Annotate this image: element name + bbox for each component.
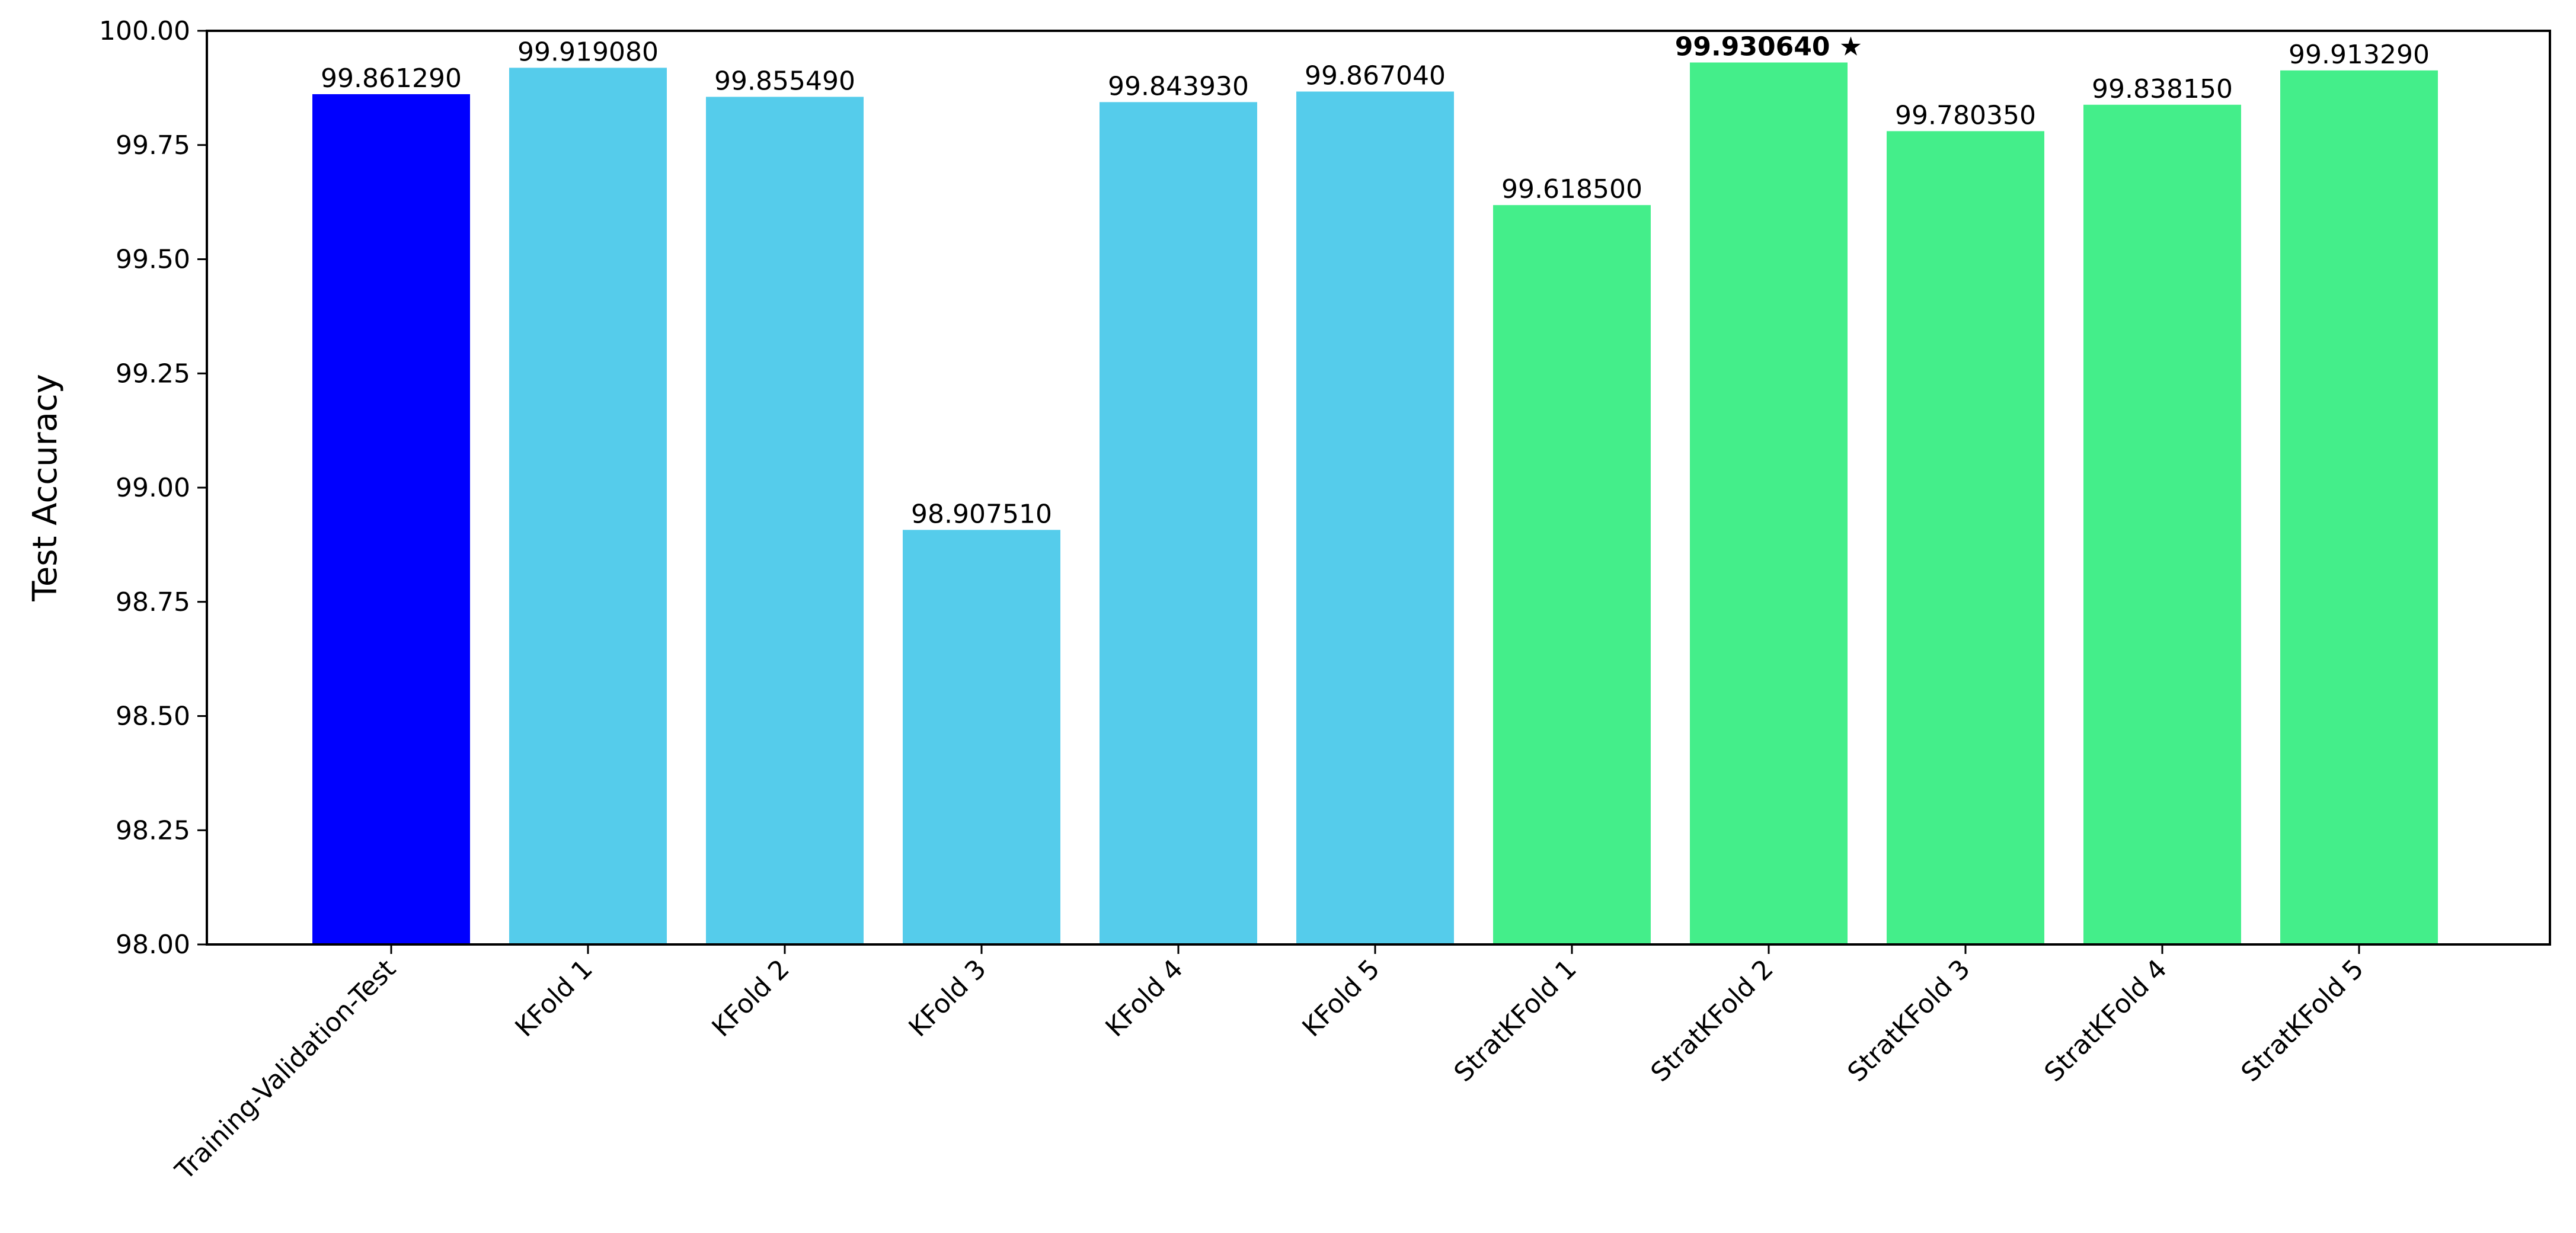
data-label-1: 99.919080 [517, 37, 659, 67]
bar-1 [509, 68, 667, 945]
y-tick-label-2: 98.50 [116, 702, 190, 732]
y-tick-label-4: 99.00 [116, 473, 190, 503]
y-tick-label-5: 99.25 [116, 358, 190, 389]
data-label-5: 99.867040 [1305, 61, 1446, 91]
y-axis-title: Test Accuracy [26, 374, 65, 602]
x-tick-label-6: StratKFold 1 [1448, 954, 1582, 1088]
bar-9 [2083, 104, 2241, 944]
x-tick-label-2: KFold 2 [706, 954, 795, 1043]
x-tick-label-1: KFold 1 [509, 954, 598, 1043]
y-tick-label-8: 100.00 [99, 16, 190, 46]
data-label-0: 99.861290 [321, 63, 462, 94]
data-label-3: 98.907510 [911, 499, 1052, 529]
bar-3 [903, 530, 1060, 944]
x-tick-label-5: KFold 5 [1296, 954, 1385, 1043]
bar-10 [2280, 70, 2438, 945]
data-label-9: 99.838150 [2092, 74, 2233, 104]
x-axis: Training-Validation-Test KFold 1 KFold 2 KF… [170, 944, 2370, 1186]
x-tick-label-7: StratKFold 2 [1645, 954, 1779, 1088]
bar-6 [1493, 205, 1651, 945]
y-axis: 98.00 98.25 98.50 98.75 99.00 99.25 99.50 99.75… [99, 16, 207, 960]
data-label-4: 99.843930 [1108, 71, 1249, 101]
x-tick-label-3: KFold 3 [903, 954, 992, 1043]
y-tick-label-3: 98.75 [116, 587, 190, 617]
y-tick-label-1: 98.25 [116, 815, 190, 846]
bar-4 [1100, 102, 1257, 945]
x-tick-label-4: KFold 4 [1100, 954, 1188, 1043]
bar-8 [1887, 131, 2044, 945]
bar-2 [706, 97, 864, 944]
x-tick-label-10: StratKFold 5 [2235, 954, 2369, 1088]
data-label-6: 99.618500 [1501, 174, 1642, 204]
data-labels-layer: 99.861290 99.919080 99.855490 98.907510 99.8… [321, 31, 2430, 529]
bar-7 [1690, 62, 1848, 944]
x-tick-label-8: StratKFold 3 [1842, 954, 1976, 1088]
data-label-10: 99.913290 [2289, 40, 2430, 70]
y-tick-label-0: 98.00 [116, 930, 190, 960]
x-tick-label-0: Training-Validation-Test [170, 954, 402, 1186]
y-tick-label-6: 99.50 [116, 245, 190, 275]
bar-0 [312, 94, 470, 944]
bar-5 [1296, 91, 1454, 944]
data-label-7: 99.930640 ★ [1675, 31, 1862, 62]
data-label-2: 99.855490 [714, 66, 855, 96]
bars-layer [312, 62, 2438, 945]
x-tick-label-9: StratKFold 4 [2038, 954, 2172, 1088]
data-label-8: 99.780350 [1895, 100, 2036, 130]
y-tick-label-7: 99.75 [116, 130, 190, 161]
